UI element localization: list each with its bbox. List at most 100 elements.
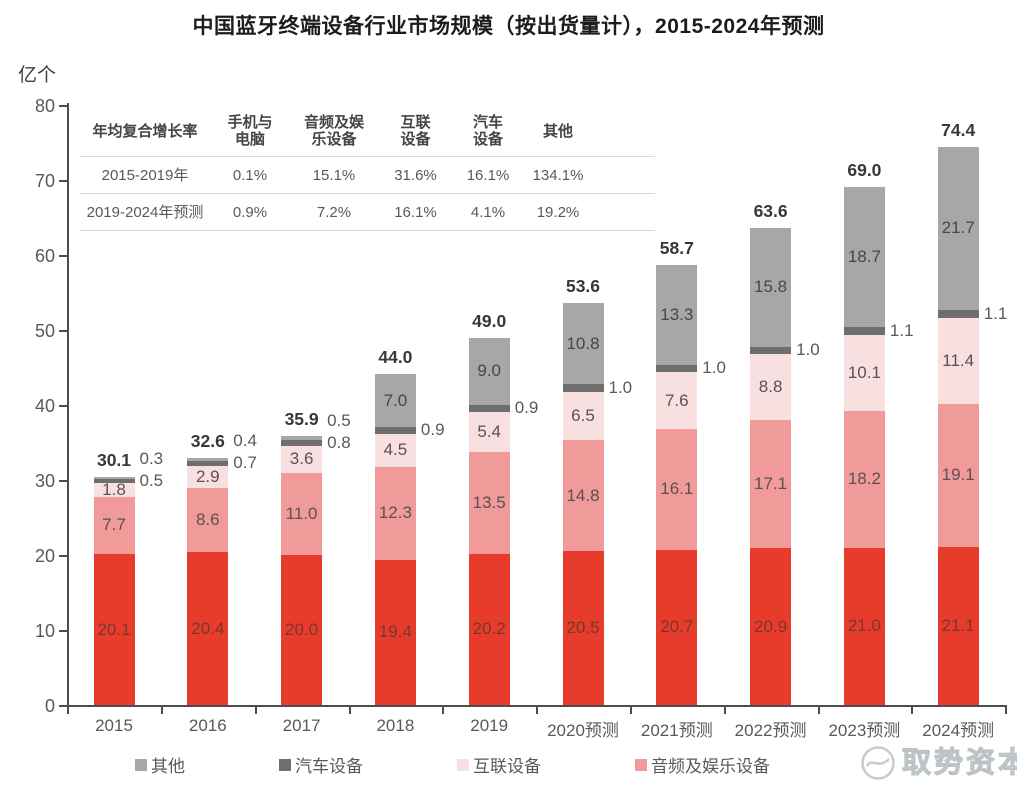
bar-segment (374, 426, 416, 434)
bar-segment (562, 303, 604, 384)
segment-value-label: 14.8 (566, 485, 600, 505)
segment-value-label: 7.0 (383, 390, 408, 410)
x-axis-tick (442, 707, 445, 714)
bar-segment (187, 552, 229, 705)
legend-label: 互联设备 (473, 757, 541, 776)
legend-item: 其他 (135, 752, 185, 777)
bar-segment (374, 374, 416, 427)
legend-label: 汽车设备 (295, 757, 363, 776)
bar-total-label: 35.9 (284, 408, 319, 429)
segment-value-label: 20.2 (472, 619, 506, 639)
y-tick-label: 10 (34, 621, 55, 641)
cagr-table-cell: 手机与 电脑 (227, 114, 273, 148)
legend-item: 音频及娱乐设备 (635, 752, 770, 777)
callout-value-label: 0.4 (233, 431, 257, 451)
x-axis-tick (629, 707, 632, 714)
legend-swatch-icon (279, 758, 291, 771)
bar-segment (937, 318, 979, 404)
bar-total-label: 32.6 (190, 430, 225, 451)
cagr-table-cell: 7.2% (316, 203, 352, 221)
segment-value-label: 21.0 (847, 616, 881, 636)
segment-value-label: 8.6 (195, 509, 220, 529)
segment-value-label: 21.1 (941, 615, 975, 635)
segment-value-label: 19.1 (941, 465, 975, 485)
cagr-table-cell: 2019-2024年预测 (86, 203, 204, 221)
x-axis-tick (348, 707, 351, 714)
segment-value-label: 1.8 (102, 479, 126, 499)
cagr-table-cell: 4.1% (470, 203, 506, 221)
bar-segment (656, 549, 698, 705)
bar-segment (750, 420, 792, 549)
y-tick-label: 0 (44, 696, 55, 716)
segment-value-label: 20.9 (754, 616, 788, 636)
segment-value-label: 9.0 (477, 361, 501, 381)
legend-swatch-icon (135, 758, 147, 771)
bar-segment (281, 439, 323, 446)
segment-value-label: 4.5 (383, 440, 408, 460)
bar-segment (843, 186, 885, 327)
x-axis-tick (911, 707, 914, 714)
bar-segment (187, 465, 229, 488)
y-axis-tick (59, 555, 67, 557)
bar-segment (468, 405, 510, 412)
bar-segment (937, 309, 979, 318)
segment-value-label: 20.4 (191, 618, 225, 638)
cagr-table-cell: 19.2% (536, 203, 580, 221)
cagr-table-cell: 134.1% (532, 166, 584, 184)
bar-segment (281, 445, 323, 473)
bar-total-label: 74.4 (941, 120, 976, 140)
legend-item: 汽车设备 (279, 752, 363, 777)
x-axis-line (67, 705, 1008, 707)
segment-value-label: 12.3 (378, 503, 412, 523)
cagr-table-cell: 年均复合增长率 (92, 122, 198, 140)
bar-total-label: 53.6 (565, 276, 601, 296)
x-axis-label: 2019 (470, 716, 509, 735)
y-tick-label: 60 (34, 246, 55, 266)
segment-value-label: 6.5 (571, 405, 595, 425)
x-axis-label: 2017 (282, 716, 321, 735)
cagr-table-cell: 2015-2019年 (101, 166, 189, 184)
y-axis-tick (59, 180, 67, 182)
cagr-table-cell: 16.1% (466, 166, 510, 184)
cagr-table-cell: 0.1% (232, 166, 268, 184)
bar-total-label: 58.7 (659, 237, 694, 258)
callout-value-label: 0.5 (139, 471, 164, 491)
bar-segment (656, 264, 698, 365)
bar-segment (843, 547, 885, 705)
bar-segment (656, 429, 698, 550)
y-axis-tick (59, 480, 67, 482)
bar-segment (374, 433, 416, 468)
cagr-table-header-row: 年均复合增长率 手机与 电脑 音频及娱 乐设备 互联 设备 汽车 设备 其他 (80, 106, 655, 157)
bar-segment (562, 384, 604, 392)
x-axis-label: 2016 (188, 716, 227, 735)
segment-value-label: 5.4 (477, 422, 501, 441)
y-tick-label: 40 (34, 396, 55, 416)
y-axis-tick (59, 105, 67, 107)
segment-value-label: 16.1 (660, 479, 694, 499)
cagr-table-cell: 31.6% (394, 166, 437, 184)
callout-value-label: 1.0 (796, 340, 820, 360)
bar-segment (93, 477, 135, 480)
y-axis-tick (59, 705, 67, 707)
bar-segment (374, 559, 416, 705)
cagr-table-row: 2019-2024年预测 0.9% 7.2% 16.1% 4.1% 19.2% (80, 194, 655, 231)
callout-value-label: 0.8 (327, 432, 351, 452)
segment-value-label: 10.1 (847, 363, 881, 383)
segment-value-label: 20.7 (660, 617, 694, 637)
y-axis-tick (59, 255, 67, 257)
bar-total-label: 49.0 (472, 310, 507, 331)
legend-swatch-icon (635, 758, 647, 771)
segment-value-label: 15.8 (754, 277, 788, 297)
bar-segment (468, 337, 510, 405)
bar-segment (843, 335, 885, 411)
cagr-table-cell: 汽车 设备 (472, 114, 503, 148)
watermark-text: 取势资本 (901, 747, 1017, 780)
bar-segment (187, 487, 229, 552)
bar-segment (281, 555, 323, 705)
x-axis-tick (536, 707, 539, 714)
segment-value-label: 2.9 (195, 466, 220, 486)
segment-value-label: 13.5 (472, 492, 506, 512)
bar-total-label: 69.0 (847, 159, 882, 180)
